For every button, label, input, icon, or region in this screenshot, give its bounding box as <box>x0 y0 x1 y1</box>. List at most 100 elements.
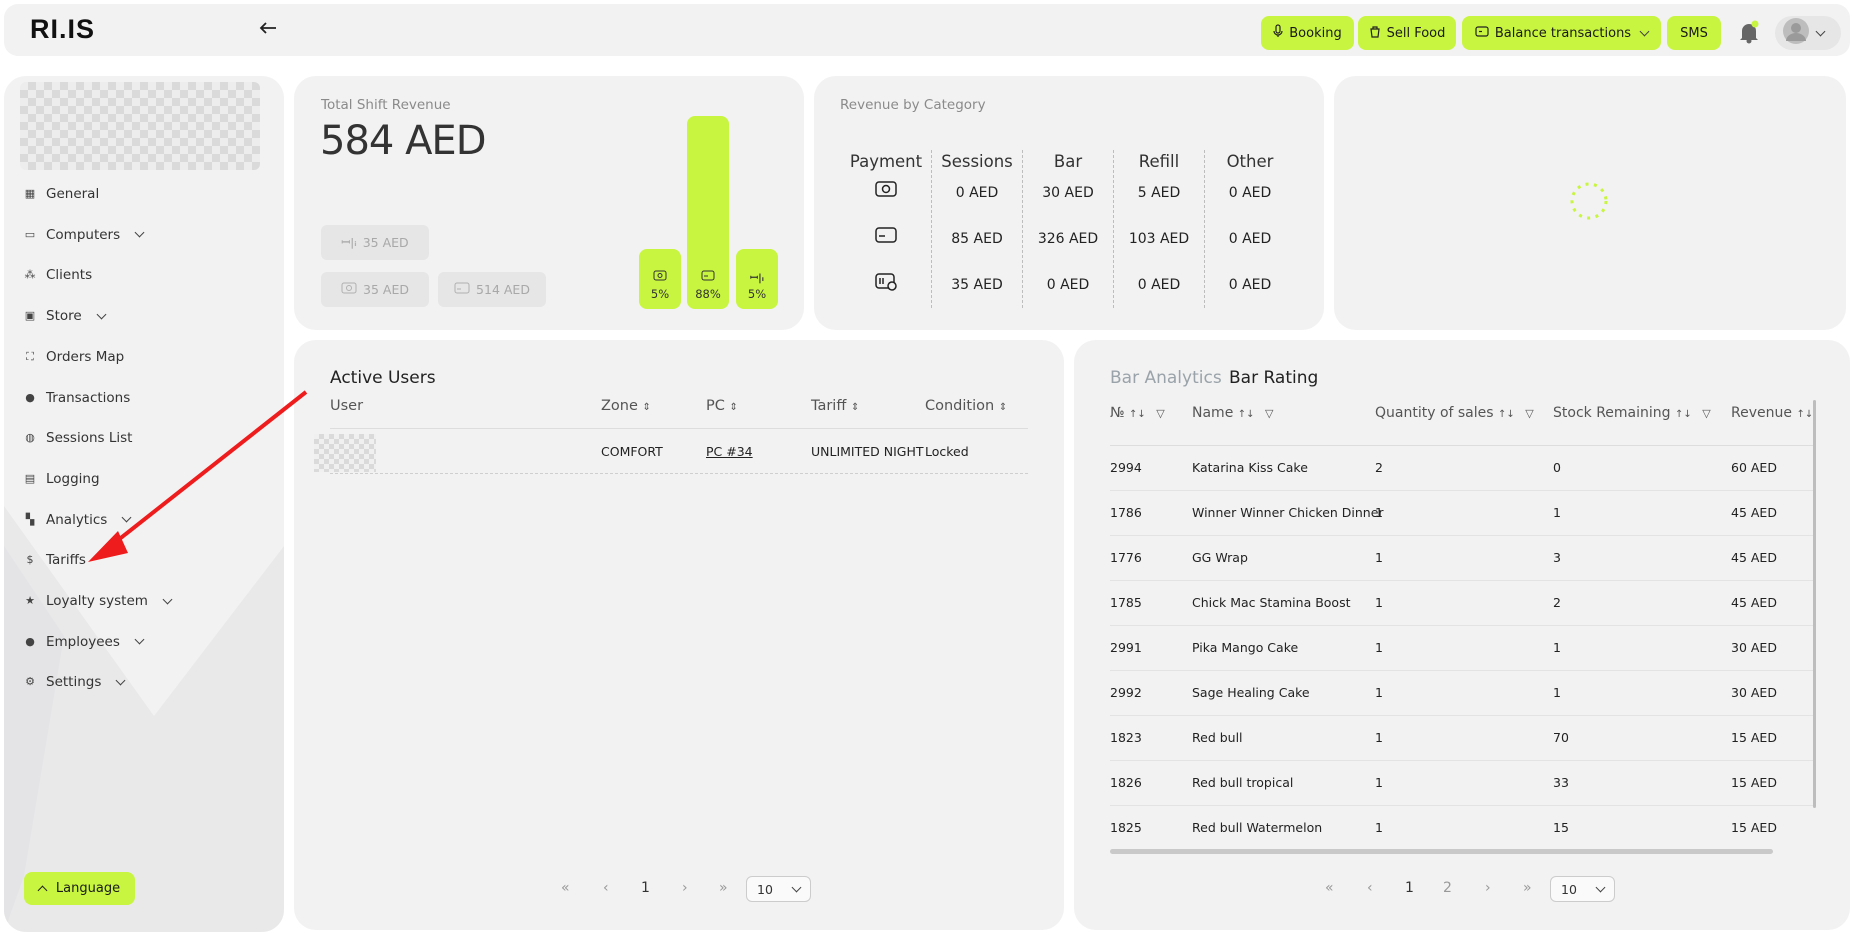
zone-label: Zone <box>601 398 638 414</box>
user-pc-link[interactable]: PC #34 <box>706 444 753 459</box>
bar-cell-revenue: 45 AED <box>1731 595 1777 610</box>
category-title: Revenue by Category <box>840 97 986 113</box>
filter-icon[interactable]: ▽ <box>1264 407 1274 420</box>
sidebar-item-general[interactable]: ▦ General <box>24 186 99 202</box>
column-number[interactable]: № ↑↓ ▽ <box>1110 405 1165 421</box>
bar-cell-stock: 70 <box>1553 730 1569 745</box>
sort-icon: ⇕ <box>998 402 1008 413</box>
bar-prev-page-button[interactable]: ‹ <box>1367 880 1373 896</box>
sms-button[interactable]: SMS <box>1667 16 1721 50</box>
bar-cell-stock: 0 <box>1553 460 1561 475</box>
bar-page-2-button[interactable]: 2 <box>1443 880 1452 896</box>
card-revenue-pill: 514 AED <box>438 272 546 307</box>
sidebar-item-store[interactable]: ▣ Store <box>24 308 107 324</box>
brand-logo[interactable]: RI.IS <box>30 14 96 44</box>
bar-cell-no: 1785 <box>1110 595 1142 610</box>
column-revenue[interactable]: Revenue ↑↓ <box>1731 405 1813 421</box>
category-value: 103 AED <box>1128 231 1190 247</box>
bonus-amount: 35 AED <box>362 235 409 250</box>
card-icon <box>701 270 715 284</box>
sidebar-item-sessions-list[interactable]: ◍ Sessions List <box>24 430 132 446</box>
bonus-revenue-pill: ꟷ|ᵢ 35 AED <box>321 225 429 260</box>
bar-cell-qty: 1 <box>1375 775 1383 790</box>
bar-next-page-button[interactable]: › <box>1485 880 1491 896</box>
bar-cell-no: 1825 <box>1110 820 1142 835</box>
page-size-select[interactable]: 10 <box>746 876 811 902</box>
prev-page-button[interactable]: ‹ <box>603 880 609 896</box>
first-page-button[interactable]: « <box>561 880 570 896</box>
sort-icon: ⇕ <box>729 402 738 413</box>
sidebar-item-employees[interactable]: ● Employees <box>24 634 145 650</box>
bar-cell-qty: 2 <box>1375 460 1383 475</box>
wallet-icon <box>1475 25 1489 41</box>
row-divider <box>1110 715 1814 716</box>
page-1-button[interactable]: 1 <box>641 880 650 896</box>
tab-bar-analytics[interactable]: Bar Analytics <box>1110 368 1222 388</box>
sort-icon: ↑↓ <box>1129 409 1146 420</box>
filter-icon[interactable]: ▽ <box>1702 407 1711 420</box>
bar-cell-stock: 2 <box>1553 595 1561 610</box>
bar-first-page-button[interactable]: « <box>1325 880 1334 896</box>
next-page-button[interactable]: › <box>682 880 688 896</box>
back-arrow-icon[interactable] <box>258 20 278 36</box>
row-divider <box>1110 490 1814 491</box>
sidebar-item-computers[interactable]: ▭ Computers <box>24 227 145 243</box>
column-stock[interactable]: Stock Remaining ↑↓ ▽ <box>1553 405 1711 421</box>
row-divider <box>1110 760 1814 761</box>
bar-page-1-button[interactable]: 1 <box>1405 880 1414 896</box>
language-button[interactable]: Language <box>24 872 135 905</box>
quantity-label: Quantity of sales <box>1375 405 1494 421</box>
filter-icon[interactable]: ▽ <box>1525 407 1534 420</box>
row-divider <box>1110 580 1814 581</box>
bar-cell-qty: 1 <box>1375 550 1383 565</box>
sidebar-item-clients[interactable]: ⁂ Clients <box>24 267 93 283</box>
booking-button[interactable]: Booking <box>1261 16 1354 50</box>
sidebar-item-analytics[interactable]: ▚ Analytics <box>24 512 132 528</box>
sidebar-item-orders-map[interactable]: ⛶ Orders Map <box>24 349 124 365</box>
bar-cell-no: 1826 <box>1110 775 1142 790</box>
sidebar-item-tariffs[interactable]: $ Tariffs <box>24 552 86 568</box>
notification-bell-icon[interactable] <box>1738 20 1760 44</box>
revenue-bar-cash: 5% <box>639 249 681 309</box>
vertical-scrollbar[interactable] <box>1813 400 1816 808</box>
name-label: Name <box>1192 405 1234 421</box>
sidebar-item-loyalty-system[interactable]: ★ Loyalty system <box>24 593 173 609</box>
bar-cell-revenue: 30 AED <box>1731 685 1777 700</box>
category-value: 0 AED <box>1046 277 1090 293</box>
condition-label: Condition <box>925 398 995 414</box>
sell-food-button[interactable]: Sell Food <box>1358 16 1456 50</box>
bar-percent-label: 5% <box>747 287 767 301</box>
column-pc[interactable]: PC ⇕ <box>706 398 738 414</box>
sidebar-item-settings[interactable]: ⚙ Settings <box>24 674 126 691</box>
tab-bar-rating[interactable]: Bar Rating <box>1229 368 1319 388</box>
column-divider <box>1022 150 1023 308</box>
column-condition[interactable]: Condition ⇕ <box>925 398 1007 414</box>
chevron-down-icon <box>96 309 107 320</box>
horizontal-scrollbar[interactable] <box>1110 849 1773 854</box>
bar-page-size-select[interactable]: 10 <box>1550 876 1615 902</box>
sidebar-item-logging[interactable]: ▤ Logging <box>24 471 100 487</box>
balance-transactions-dropdown[interactable]: Balance transactions <box>1462 16 1661 50</box>
user-avatar-menu[interactable] <box>1775 16 1841 50</box>
bar-cell-name: Red bull tropical <box>1192 775 1294 790</box>
category-header-bar: Bar <box>1053 152 1083 171</box>
globe-icon: ◍ <box>25 431 35 445</box>
column-zone[interactable]: Zone ⇕ <box>601 398 651 414</box>
chevron-down-icon <box>121 512 132 523</box>
sidebar-item-label: Settings <box>46 674 102 691</box>
column-tariff[interactable]: Tariff ⇕ <box>811 398 859 414</box>
filter-icon[interactable]: ▽ <box>1156 407 1165 420</box>
bar-cell-qty: 1 <box>1375 730 1383 745</box>
last-page-button[interactable]: » <box>719 880 728 896</box>
sidebar-item-transactions[interactable]: ● Transactions <box>24 390 130 406</box>
row-divider <box>330 473 1028 474</box>
user-zone: COMFORT <box>601 444 663 459</box>
bar-last-page-button[interactable]: » <box>1523 880 1532 896</box>
pc-label: PC <box>706 398 725 414</box>
category-value: 0 AED <box>1228 277 1272 293</box>
column-quantity[interactable]: Quantity of sales ↑↓ ▽ <box>1375 405 1534 421</box>
bar-cell-stock: 1 <box>1553 640 1561 655</box>
sidebar-background-shape <box>4 506 284 932</box>
column-name[interactable]: Name ↑↓ ▽ <box>1192 405 1273 421</box>
category-header-payment: Payment <box>849 152 923 171</box>
